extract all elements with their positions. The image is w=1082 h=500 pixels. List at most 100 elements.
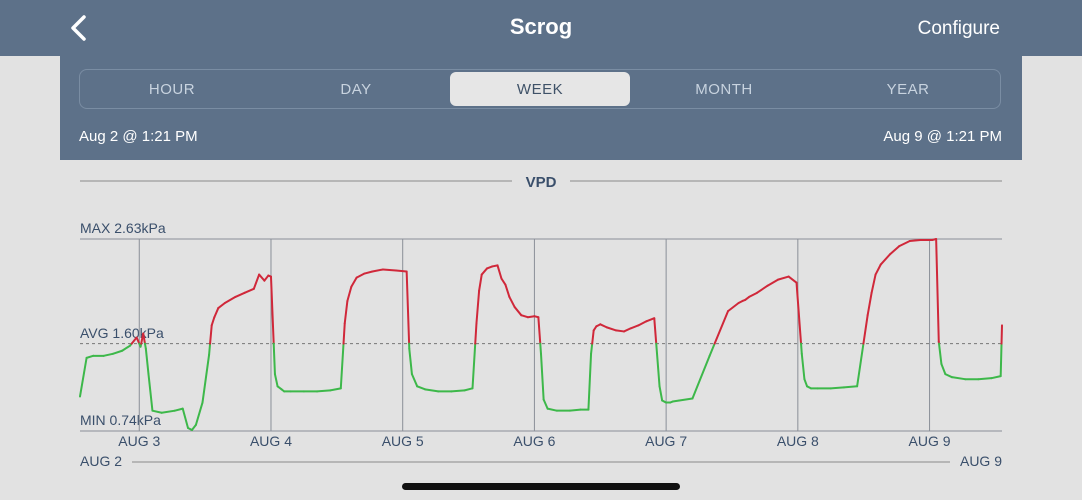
vpd-line-segment bbox=[944, 373, 953, 379]
vpd-line-segment bbox=[568, 408, 582, 412]
vpd-line-segment bbox=[950, 376, 967, 381]
vpd-line-segment bbox=[653, 317, 658, 345]
vpd-line-segment bbox=[889, 245, 901, 256]
vpd-line-segment bbox=[350, 276, 358, 288]
vpd-line-segment bbox=[862, 314, 869, 345]
vpd-line-segment bbox=[480, 267, 488, 276]
vpd-line-segment bbox=[405, 270, 411, 345]
vpd-line-segment bbox=[450, 389, 466, 393]
vpd-line-segment bbox=[371, 268, 384, 273]
range-end-label: Aug 9 @ 1:21 PM bbox=[883, 128, 1002, 145]
vpd-line-segment bbox=[111, 349, 124, 355]
vpd-line-segment bbox=[615, 329, 625, 333]
chevron-left-icon bbox=[71, 15, 86, 41]
vpd-line-segment bbox=[842, 385, 859, 389]
vpd-line-segment bbox=[795, 281, 803, 345]
vpd-line-segment bbox=[691, 354, 711, 400]
vpd-line-segment bbox=[395, 269, 408, 273]
vpd-line-segment bbox=[252, 273, 261, 290]
bottom-start-label: AUG 2 bbox=[80, 453, 122, 469]
home-indicator bbox=[402, 483, 680, 490]
vpd-line-segment bbox=[756, 284, 769, 294]
vpd-line-segment bbox=[629, 324, 640, 330]
vpd-line-segment bbox=[713, 310, 730, 345]
max-label: MAX 2.63kPa bbox=[80, 220, 166, 236]
vpd-line-segment bbox=[800, 342, 803, 355]
configure-button[interactable]: Configure bbox=[917, 18, 1000, 39]
min-label: MIN 0.74kPa bbox=[80, 412, 161, 428]
vpd-line-segment bbox=[504, 283, 511, 298]
vpd-line-segment bbox=[829, 386, 845, 390]
vpd-line-segment bbox=[908, 239, 922, 243]
vpd-line-segment bbox=[363, 270, 374, 275]
vpd-line-segment bbox=[599, 323, 608, 329]
vpd-line-segment bbox=[474, 322, 478, 345]
vpd-line-segment bbox=[408, 347, 413, 376]
vpd-line-segment bbox=[856, 342, 865, 388]
segment-day[interactable]: DAY bbox=[340, 80, 372, 98]
vpd-line-segment bbox=[142, 332, 146, 345]
segment-month[interactable]: MONTH bbox=[695, 80, 753, 98]
vpd-line-segment bbox=[355, 272, 366, 279]
vpd-line-segment bbox=[223, 295, 237, 304]
vpd-line-segment bbox=[190, 423, 197, 431]
vpd-line-segment bbox=[671, 399, 681, 403]
segment-year[interactable]: YEAR bbox=[886, 80, 930, 98]
vpd-line-segment bbox=[381, 268, 398, 272]
x-tick-label: AUG 9 bbox=[909, 433, 951, 449]
x-tick-label: AUG 7 bbox=[645, 433, 687, 449]
vpd-line-segment bbox=[546, 407, 558, 412]
vpd-line-segment bbox=[416, 385, 427, 391]
vpd-line-segment bbox=[130, 336, 138, 345]
vpd-line-segment bbox=[898, 240, 911, 248]
vpd-line-segment bbox=[144, 347, 150, 376]
vpd-line-segment bbox=[622, 327, 632, 333]
x-tick-label: AUG 8 bbox=[777, 433, 819, 449]
vpd-line-segment bbox=[181, 407, 190, 429]
back-button[interactable] bbox=[60, 10, 100, 46]
vpd-line-segment bbox=[243, 287, 255, 294]
range-start-label: Aug 2 @ 1:21 PM bbox=[79, 128, 198, 145]
vpd-line-segment bbox=[708, 342, 716, 357]
vpd-line-segment bbox=[539, 342, 542, 355]
segment-week[interactable]: WEEK bbox=[450, 72, 630, 106]
vpd-line-segment bbox=[258, 273, 266, 282]
vpd-line-segment bbox=[938, 342, 943, 365]
chart-title: VPD bbox=[526, 174, 557, 191]
vpd-line-segment bbox=[540, 352, 545, 401]
vpd-line-segment bbox=[173, 407, 184, 412]
vpd-line-segment bbox=[329, 387, 342, 392]
segment-hour[interactable]: HOUR bbox=[148, 80, 196, 98]
time-range-segmented-control: HOUR DAY WEEK MONTH YEAR bbox=[79, 69, 1001, 109]
vpd-line-segment bbox=[343, 299, 349, 325]
vpd-line-segment bbox=[194, 401, 204, 426]
vpd-line-segment bbox=[85, 354, 95, 359]
vpd-line-segment bbox=[542, 398, 549, 410]
page-title: Scrog bbox=[509, 14, 573, 39]
vpd-line-segment bbox=[803, 378, 809, 388]
vpd-line-segment bbox=[870, 273, 877, 294]
vpd-line-segment bbox=[213, 307, 220, 319]
vpd-line-segment bbox=[102, 352, 114, 357]
vpd-line-segment bbox=[777, 275, 790, 281]
vpd-line-segment bbox=[210, 316, 216, 327]
x-tick-label: AUG 3 bbox=[118, 433, 160, 449]
vpd-line-segment bbox=[879, 253, 892, 266]
vpd-line-segment bbox=[79, 356, 88, 398]
vpd-line-segment bbox=[121, 344, 132, 352]
avg-label: AVG 1.60kPa bbox=[80, 325, 164, 341]
vpd-line-segment bbox=[645, 317, 656, 323]
vpd-line-segment bbox=[424, 388, 440, 393]
vpd-line-segment bbox=[160, 409, 176, 414]
vpd-line-segment bbox=[463, 387, 474, 392]
vpd-line-segment bbox=[977, 377, 993, 381]
vpd-line-segment bbox=[273, 373, 279, 388]
vpd-line-segment bbox=[940, 362, 947, 376]
vpd-line-segment bbox=[135, 336, 141, 345]
vpd-line-segment bbox=[727, 302, 740, 313]
nav-bar: Scrog Configure bbox=[0, 0, 1082, 56]
vpd-line-segment bbox=[475, 289, 481, 325]
vpd-line-segment bbox=[874, 263, 882, 276]
vpd-line-segment bbox=[346, 285, 353, 302]
vpd-line-segment bbox=[766, 278, 780, 287]
